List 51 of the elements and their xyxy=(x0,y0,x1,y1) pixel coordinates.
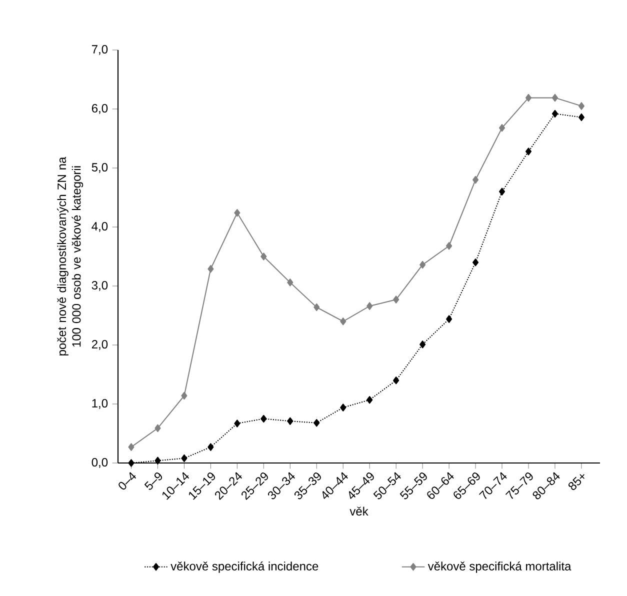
point xyxy=(154,424,161,432)
point xyxy=(552,94,558,102)
point xyxy=(393,376,400,384)
y-tick-label: 0,0 xyxy=(92,458,108,468)
point xyxy=(314,419,320,427)
point xyxy=(498,188,506,196)
point xyxy=(393,296,400,304)
y-tick-label: 5,0 xyxy=(92,163,108,173)
point xyxy=(498,124,506,132)
x-tick-label: 85+ xyxy=(568,474,584,490)
y-tick-label: 7,0 xyxy=(92,45,108,55)
point xyxy=(181,454,188,462)
point xyxy=(366,302,373,310)
legend-label: věkově specifická incidence xyxy=(170,562,318,573)
point xyxy=(420,260,426,269)
x-tick-label: 5–9 xyxy=(144,472,162,490)
point xyxy=(154,456,161,465)
point xyxy=(578,113,584,122)
point xyxy=(366,396,373,404)
point xyxy=(128,459,134,467)
point xyxy=(181,392,188,400)
legend-label: věkově specifická mortalita xyxy=(428,562,572,573)
point xyxy=(472,258,479,266)
point xyxy=(578,102,584,110)
point xyxy=(208,443,214,451)
point xyxy=(234,208,240,217)
point xyxy=(287,278,294,286)
point xyxy=(260,252,267,260)
point xyxy=(525,94,532,102)
y-tick-label: 6,0 xyxy=(92,104,108,114)
point xyxy=(128,443,134,451)
x-tick-label: 0–4 xyxy=(118,472,136,490)
point xyxy=(340,404,346,412)
point xyxy=(525,148,532,156)
point xyxy=(446,315,452,323)
y-tick-label: 2,0 xyxy=(92,340,108,350)
point xyxy=(314,303,320,312)
point xyxy=(472,176,479,184)
point xyxy=(340,318,346,326)
point xyxy=(552,110,558,118)
point xyxy=(234,420,240,428)
y-axis-title: počet nově diagnostikovaných ZN na 100 000 osob ve věkové kategorii xyxy=(57,156,84,356)
point xyxy=(208,265,214,273)
point xyxy=(420,340,426,348)
point xyxy=(287,417,294,425)
point xyxy=(260,414,267,423)
x-axis-title: věk xyxy=(350,506,368,516)
y-tick-label: 1,0 xyxy=(92,399,108,409)
y-tick-label: 4,0 xyxy=(92,222,108,232)
y-tick-label: 3,0 xyxy=(92,281,108,291)
point xyxy=(446,242,452,250)
